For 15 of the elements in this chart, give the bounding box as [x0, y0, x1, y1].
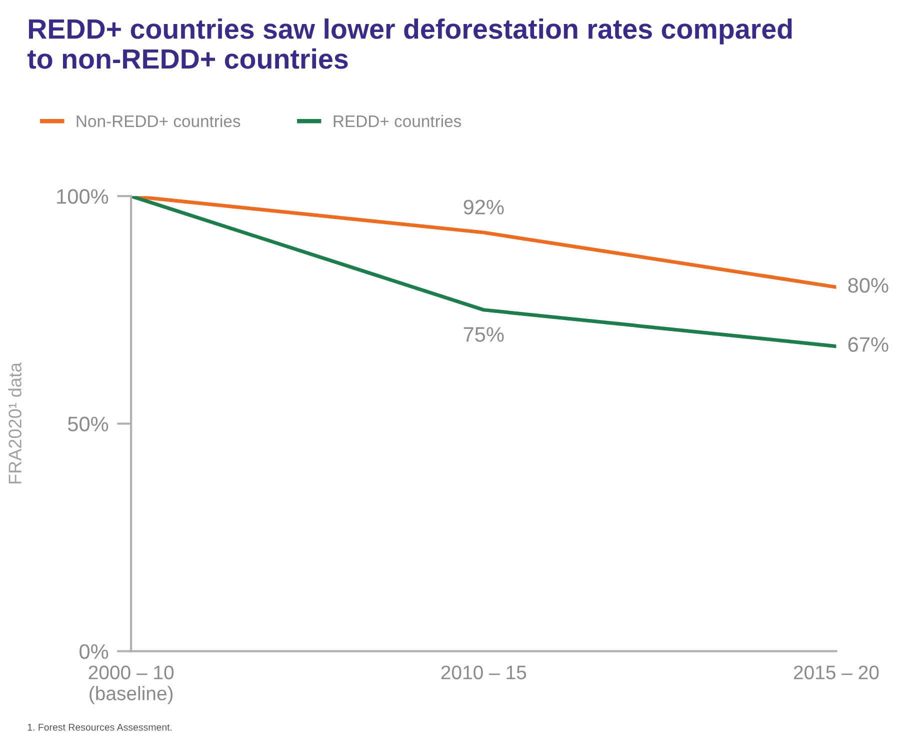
legend-label: REDD+ countries: [334, 114, 462, 128]
data-label: 75%: [464, 327, 504, 342]
data-label: 67%: [848, 337, 888, 352]
chart-title: REDD+ countries saw lower deforestation rates compared to non-REDD+ countries: [27, 18, 792, 69]
legend-label: Non-REDD+ countries: [76, 114, 240, 128]
y-tick-label: 100%: [57, 189, 108, 204]
text: 1. Forest Resources Assessment.: [28, 724, 172, 731]
x-tick-label: 2000 – 10 (baseline): [88, 666, 174, 704]
data-label: 92%: [464, 200, 504, 214]
data-label: 80%: [848, 278, 888, 293]
x-tick-label: 2015 – 20: [794, 666, 879, 680]
y-axis-title: FRA2020¹ data: [8, 362, 22, 484]
y-tick-label: 50%: [68, 416, 108, 432]
x-tick-label: 2010 – 15: [441, 666, 526, 680]
y-tick-label: 0%: [80, 644, 108, 659]
